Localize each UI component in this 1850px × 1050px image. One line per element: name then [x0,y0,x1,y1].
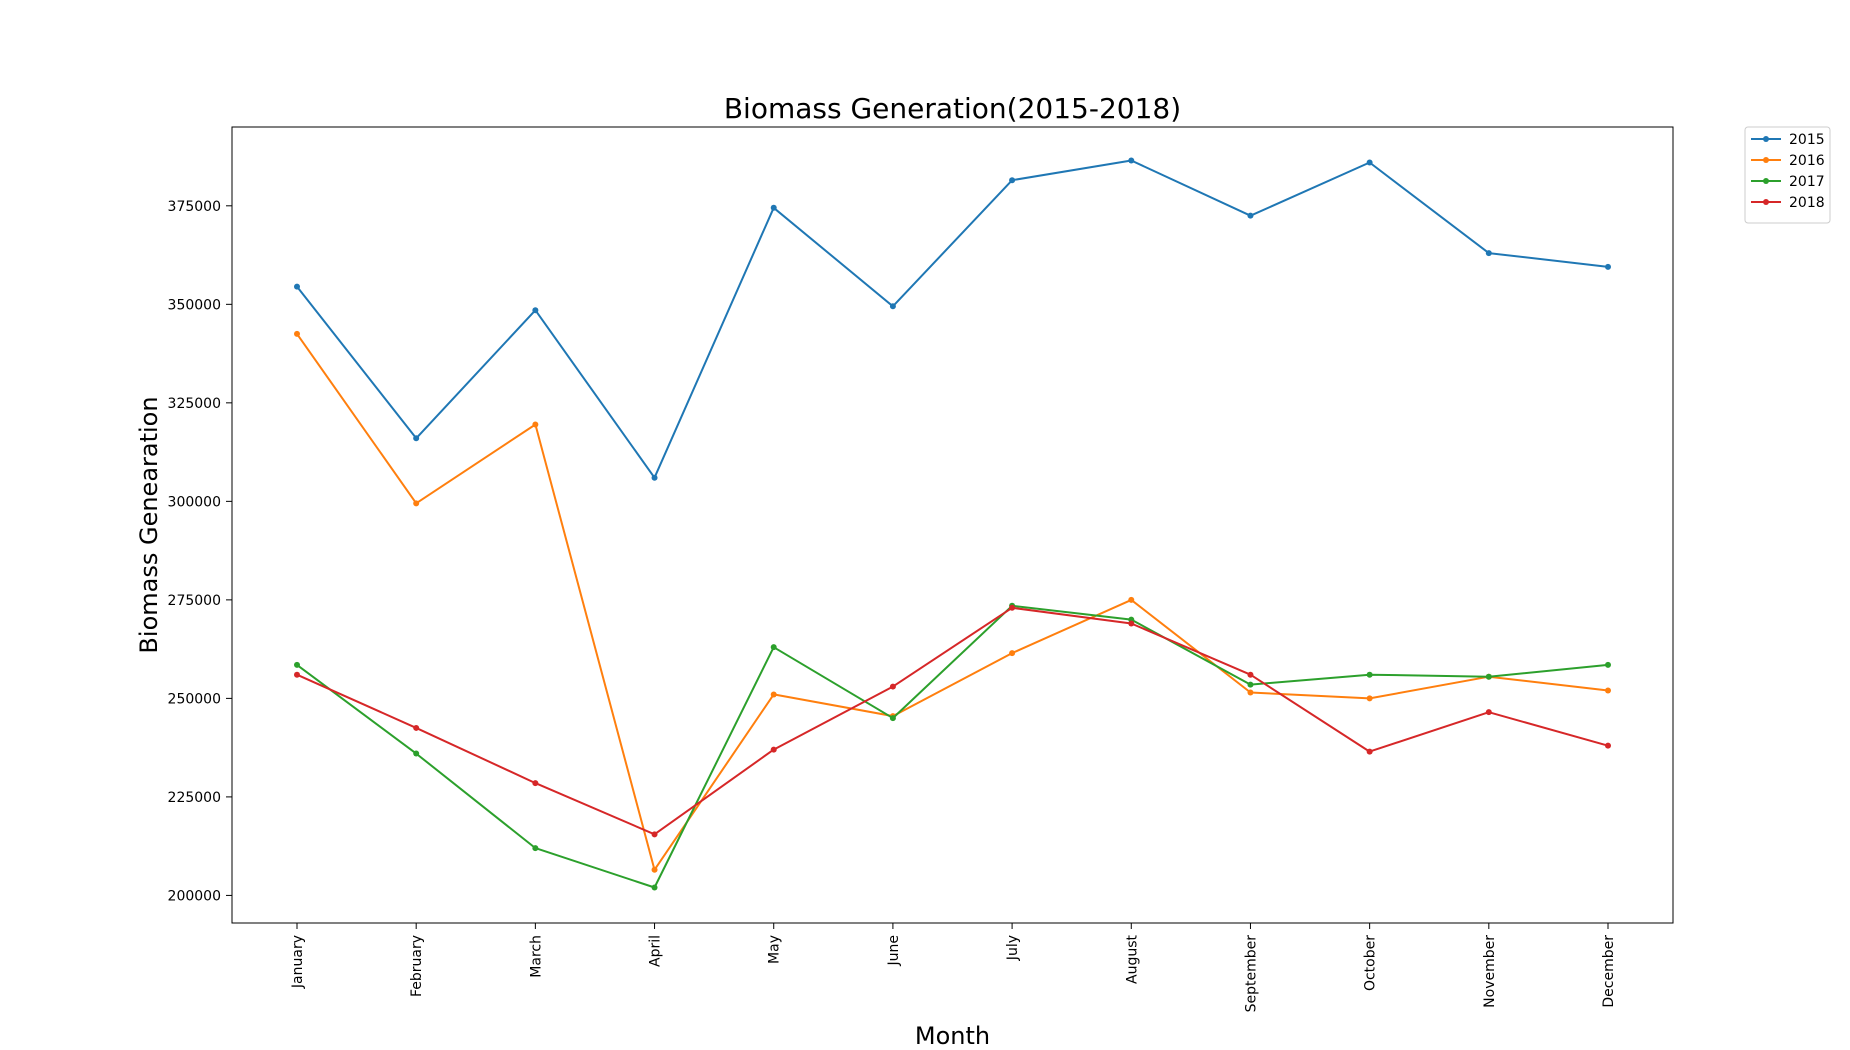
legend-label: 2016 [1789,153,1825,169]
chart-title: Biomass Generation(2015-2018) [724,92,1181,125]
legend-label: 2018 [1789,195,1825,211]
data-point [1605,263,1611,270]
data-point [1128,596,1135,603]
legend-marker [1763,199,1769,205]
x-tick-label: June [886,935,902,967]
data-point [1247,212,1254,219]
data-point [532,307,539,314]
data-point [770,644,777,651]
y-tick-label: 325000 [168,396,221,412]
x-tick-label: May [767,935,783,964]
x-tick-label: September [1243,935,1259,1013]
series-2016 [294,330,1611,873]
data-point [294,283,300,290]
data-point [1366,159,1373,166]
data-point [532,780,539,787]
x-tick-label: March [528,935,544,978]
x-tick-label: July [1005,935,1021,961]
legend-item: 2017 [1751,174,1825,190]
data-point [1009,604,1016,611]
legend-box [1744,126,1831,224]
data-point [651,831,658,838]
x-tick-label: December [1601,935,1617,1008]
data-point [1128,157,1135,164]
data-point [1247,671,1254,678]
data-point [770,691,777,698]
data-point [294,661,300,668]
plot-frame [231,126,1674,924]
data-point [1366,671,1373,678]
x-tick-label: October [1363,935,1379,991]
plot-area [231,126,1674,924]
legend-item: 2018 [1751,195,1825,211]
legend-label: 2015 [1789,132,1825,148]
legend-marker [1763,157,1769,163]
y-tick-label: 300000 [168,494,221,510]
series-2018 [294,604,1611,838]
data-point [770,746,777,753]
data-point [889,683,896,690]
series-2015 [294,157,1611,481]
x-axis: January February March April May June July Augu… [290,923,1617,1012]
data-point [651,884,658,891]
data-point [1605,742,1611,749]
y-tick-label: 275000 [168,593,221,609]
legend-item: 2016 [1751,153,1825,169]
y-tick-label: 200000 [168,888,221,904]
data-point [1485,709,1492,716]
data-point [1485,673,1492,680]
series-line [296,604,1609,889]
data-point [532,421,539,428]
data-point [1485,250,1492,257]
data-point [651,474,658,481]
data-point [413,500,420,507]
x-tick-label: August [1124,934,1140,984]
data-point [294,671,300,678]
x-tick-label: January [290,935,306,989]
data-point [651,866,658,873]
data-point [532,845,539,852]
x-tick-label: February [409,935,425,997]
data-point [1128,620,1135,627]
y-tick-label: 250000 [168,691,221,707]
data-point [1247,681,1254,688]
x-tick-label: November [1482,935,1498,1008]
series-line [296,159,1609,479]
x-axis-title: Month [915,1022,990,1050]
x-tick-label: April [648,935,664,967]
y-axis-title: Biomass Genearation [135,396,163,653]
series-group [294,157,1611,891]
data-point [770,204,777,211]
data-point [1247,689,1254,696]
data-point [1605,661,1611,668]
data-point [1009,650,1016,657]
series-line [296,333,1609,871]
legend-item: 2015 [1751,132,1825,148]
data-point [413,750,420,757]
series-line [296,606,1609,836]
data-point [413,724,420,731]
legend-label: 2017 [1789,174,1825,190]
data-point [889,715,896,722]
series-2017 [294,602,1611,891]
legend-marker [1763,178,1769,184]
y-tick-label: 225000 [168,790,221,806]
data-point [1366,748,1373,755]
y-tick-label: 350000 [168,297,221,313]
data-point [413,435,420,442]
data-point [1605,687,1611,694]
y-tick-label: 375000 [168,199,221,215]
data-point [1009,177,1016,184]
data-point [1366,695,1373,702]
data-point [889,303,896,310]
legend-marker [1763,136,1769,142]
y-axis: 200000 225000 250000 275000 300000 325000 3500… [168,199,232,904]
data-point [294,330,300,337]
legend: 2015 2016 2017 2018 [1744,126,1831,224]
